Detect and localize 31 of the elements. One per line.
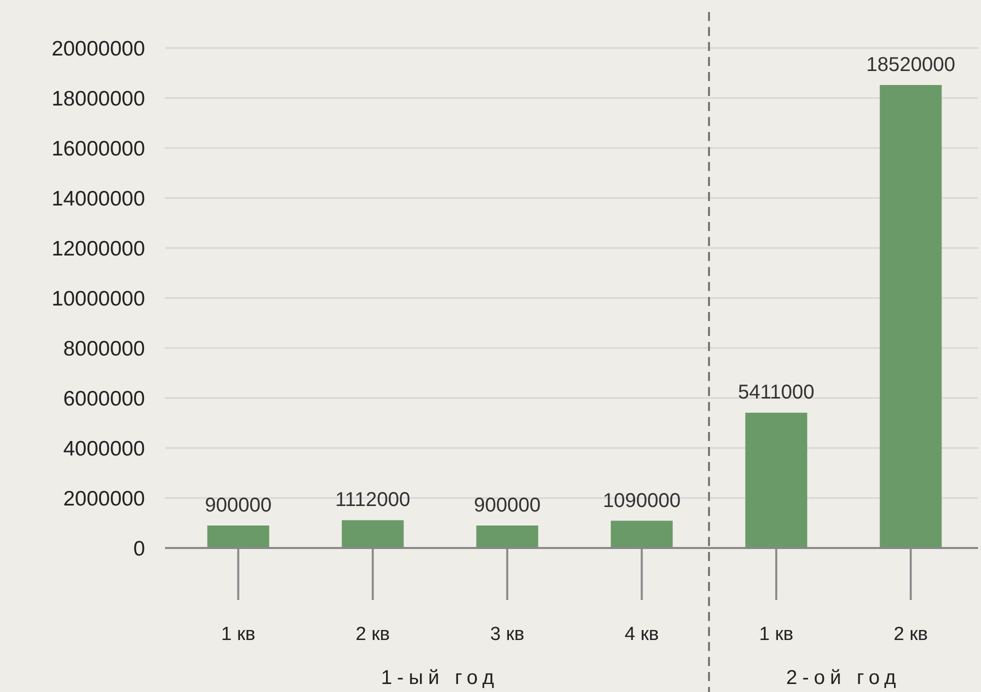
y-tick-label: 14000000 xyxy=(52,187,145,210)
data-label: 1112000 xyxy=(335,489,410,512)
x-tick-label: 2 кв xyxy=(894,624,928,645)
bar xyxy=(207,526,270,548)
y-tick-label: 4000000 xyxy=(63,437,145,460)
y-tick-label: 6000000 xyxy=(63,387,145,410)
bar xyxy=(476,526,538,548)
bar xyxy=(745,412,808,548)
bar xyxy=(880,85,942,548)
data-label: 900000 xyxy=(204,494,272,516)
bar xyxy=(342,520,404,548)
data-label: 5411000 xyxy=(738,382,814,404)
x-tick-label: 3 кв xyxy=(490,624,524,645)
x-tick-label: 1 кв xyxy=(221,624,256,645)
y-tick-label: 10000000 xyxy=(52,287,145,310)
bar xyxy=(610,520,673,548)
text: 2-ой год xyxy=(786,667,901,689)
y-tick-label: 0 xyxy=(133,537,145,560)
x-tick-label: 2 кв xyxy=(356,624,390,645)
x-tick-label: 4 кв xyxy=(624,624,659,645)
y-tick-label: 2000000 xyxy=(63,487,145,510)
data-label: 900000 xyxy=(474,494,541,516)
y-tick-label: 18000000 xyxy=(52,87,145,110)
data-label: 18520000 xyxy=(866,54,956,76)
y-tick-label: 8000000 xyxy=(63,337,145,360)
x-tick-label: 1 кв xyxy=(759,624,794,645)
y-tick-label: 12000000 xyxy=(52,237,145,260)
data-label: 1090000 xyxy=(602,490,681,512)
text: 1-ый год xyxy=(380,667,500,689)
y-tick-label: 16000000 xyxy=(52,137,145,160)
y-tick-label: 20000000 xyxy=(52,37,145,60)
